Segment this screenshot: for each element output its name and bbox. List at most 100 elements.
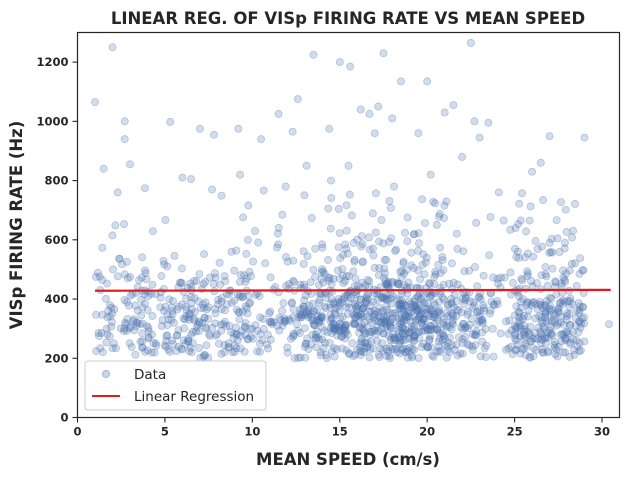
data-point	[281, 316, 290, 325]
data-point	[410, 331, 419, 340]
data-point	[315, 298, 324, 307]
data-point	[148, 311, 157, 320]
data-point	[130, 326, 139, 335]
data-point	[346, 294, 355, 303]
data-point	[344, 161, 353, 170]
data-point	[169, 340, 178, 349]
data-point	[216, 320, 225, 329]
data-point	[422, 253, 431, 262]
data-point	[201, 351, 210, 360]
data-point	[554, 319, 563, 328]
data-point	[470, 331, 479, 340]
data-point	[333, 266, 342, 275]
data-point	[382, 280, 391, 289]
data-point	[142, 322, 151, 331]
data-point	[579, 266, 588, 275]
data-point	[403, 353, 412, 362]
data-point	[213, 300, 222, 309]
data-point	[230, 296, 239, 305]
data-point	[342, 201, 351, 210]
data-point	[217, 326, 226, 335]
data-point	[217, 297, 226, 306]
data-point	[421, 258, 430, 267]
data-point	[541, 333, 550, 342]
data-point	[355, 323, 364, 332]
data-point	[372, 329, 381, 338]
data-point	[411, 300, 420, 309]
data-point	[98, 310, 107, 319]
data-point	[376, 344, 385, 353]
data-point	[316, 348, 325, 357]
data-point	[430, 272, 439, 281]
data-point	[211, 331, 220, 340]
data-point	[330, 299, 339, 308]
data-point	[510, 334, 519, 343]
data-point	[526, 322, 535, 331]
data-point	[234, 308, 243, 317]
data-point	[327, 314, 336, 323]
data-point	[382, 302, 391, 311]
data-point	[541, 270, 550, 279]
data-point	[333, 331, 342, 340]
data-point	[300, 310, 309, 319]
data-point	[220, 340, 229, 349]
data-point	[338, 250, 347, 259]
data-point	[553, 305, 562, 314]
data-point	[528, 298, 537, 307]
data-point	[502, 345, 511, 354]
data-point	[382, 255, 391, 264]
data-point	[572, 281, 581, 290]
data-point	[397, 266, 406, 275]
data-point	[400, 228, 409, 237]
data-point	[414, 246, 423, 255]
data-point	[465, 320, 474, 329]
data-point	[391, 246, 400, 255]
data-point	[127, 343, 136, 352]
data-point	[141, 269, 150, 278]
data-point	[412, 306, 421, 315]
data-point	[531, 314, 540, 323]
data-point	[409, 263, 418, 272]
data-point	[224, 343, 233, 352]
data-point	[390, 333, 399, 342]
data-point	[460, 296, 469, 305]
data-point	[354, 312, 363, 321]
data-point	[243, 335, 252, 344]
data-point	[279, 299, 288, 308]
data-point	[575, 302, 584, 311]
data-point	[428, 312, 437, 321]
data-point	[322, 354, 331, 363]
data-point	[542, 317, 551, 326]
data-point	[536, 339, 545, 348]
data-point	[387, 234, 396, 243]
data-point	[565, 266, 574, 275]
data-point	[380, 255, 389, 264]
data-point	[334, 323, 343, 332]
data-point	[336, 314, 345, 323]
data-point	[327, 329, 336, 338]
data-point	[164, 315, 173, 324]
data-point	[344, 348, 353, 357]
data-point	[380, 273, 389, 282]
data-point	[568, 233, 577, 242]
data-point	[293, 326, 302, 335]
data-point	[405, 328, 414, 337]
data-point	[133, 306, 142, 315]
data-point	[101, 294, 110, 303]
data-point	[238, 292, 247, 301]
data-point	[405, 329, 414, 338]
data-point	[288, 313, 297, 322]
data-point	[448, 311, 457, 320]
data-point	[579, 302, 588, 311]
data-point	[411, 317, 420, 326]
data-point	[281, 253, 290, 262]
data-point	[172, 346, 181, 355]
data-point	[299, 280, 308, 289]
data-point	[402, 265, 411, 274]
data-point	[409, 230, 418, 239]
data-point	[339, 324, 348, 333]
data-point	[304, 312, 313, 321]
data-point	[415, 275, 424, 284]
data-point	[342, 346, 351, 355]
data-point	[245, 267, 254, 276]
